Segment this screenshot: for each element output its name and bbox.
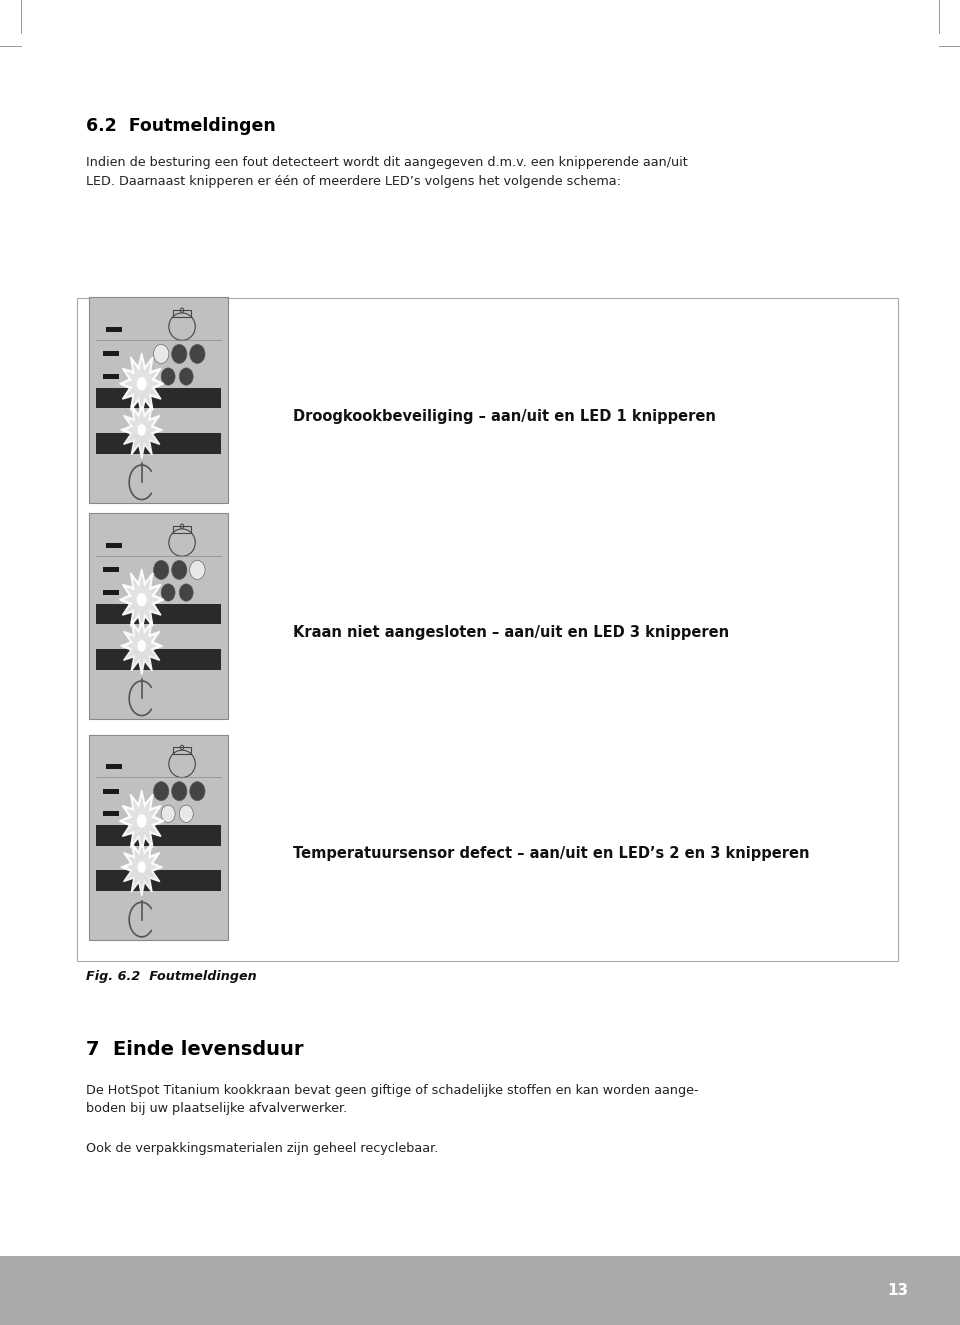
Text: Temperatuursensor defect – aan/uit en LED’s 2 en 3 knipperen: Temperatuursensor defect – aan/uit en LE… — [293, 847, 809, 861]
Ellipse shape — [180, 806, 193, 823]
Polygon shape — [121, 839, 162, 896]
Ellipse shape — [161, 368, 175, 386]
Ellipse shape — [137, 815, 147, 828]
Bar — [106, 543, 122, 547]
Bar — [103, 788, 119, 794]
Bar — [103, 351, 119, 356]
Bar — [89, 514, 228, 718]
Bar — [96, 649, 221, 669]
Ellipse shape — [137, 861, 146, 873]
Ellipse shape — [161, 806, 175, 823]
Ellipse shape — [190, 782, 205, 800]
Text: Droogkookbeveiliging – aan/uit en LED 1 knipperen: Droogkookbeveiliging – aan/uit en LED 1 … — [293, 409, 715, 424]
Ellipse shape — [137, 640, 146, 652]
Bar — [96, 604, 221, 624]
Text: Fig. 6.2  Foutmeldingen: Fig. 6.2 Foutmeldingen — [86, 970, 257, 983]
Polygon shape — [128, 848, 156, 886]
Ellipse shape — [161, 584, 175, 602]
Bar — [96, 388, 221, 408]
Text: De HotSpot Titanium kookkraan bevat geen giftige of schadelijke stoffen en kan w: De HotSpot Titanium kookkraan bevat geen… — [86, 1084, 699, 1116]
Bar — [173, 526, 191, 533]
Ellipse shape — [190, 560, 205, 579]
Ellipse shape — [137, 424, 146, 436]
Bar — [96, 433, 221, 453]
Polygon shape — [119, 352, 164, 415]
Polygon shape — [125, 798, 158, 844]
Bar — [173, 310, 191, 317]
Ellipse shape — [154, 560, 169, 579]
Polygon shape — [121, 401, 162, 458]
Bar — [173, 747, 191, 754]
Bar — [103, 567, 119, 572]
Ellipse shape — [137, 594, 147, 607]
Bar — [103, 811, 119, 816]
Bar — [103, 590, 119, 595]
Bar — [89, 734, 228, 941]
Ellipse shape — [180, 368, 193, 386]
Ellipse shape — [190, 344, 205, 363]
Text: 7  Einde levensduur: 7 Einde levensduur — [86, 1040, 304, 1059]
Ellipse shape — [137, 378, 147, 391]
Polygon shape — [125, 576, 158, 623]
Text: 6.2  Foutmeldingen: 6.2 Foutmeldingen — [86, 117, 276, 135]
Ellipse shape — [154, 782, 169, 800]
Bar — [77, 298, 898, 961]
Text: 13: 13 — [887, 1283, 908, 1298]
Text: Ook de verpakkingsmaterialen zijn geheel recyclebaar.: Ook de verpakkingsmaterialen zijn geheel… — [86, 1142, 439, 1155]
Bar — [0, 1256, 960, 1325]
Bar — [103, 374, 119, 379]
Polygon shape — [125, 360, 158, 407]
Ellipse shape — [180, 584, 193, 602]
Ellipse shape — [172, 344, 187, 363]
Bar — [96, 825, 221, 845]
Ellipse shape — [154, 344, 169, 363]
Text: Indien de besturing een fout detecteert wordt dit aangegeven d.m.v. een knippere: Indien de besturing een fout detecteert … — [86, 156, 688, 188]
Bar — [89, 298, 228, 504]
Bar — [106, 765, 122, 768]
Polygon shape — [128, 627, 156, 665]
Ellipse shape — [172, 560, 187, 579]
Bar — [106, 327, 122, 331]
Ellipse shape — [172, 782, 187, 800]
Polygon shape — [121, 617, 162, 674]
Polygon shape — [128, 411, 156, 449]
Polygon shape — [119, 790, 164, 852]
Text: Kraan niet aangesloten – aan/uit en LED 3 knipperen: Kraan niet aangesloten – aan/uit en LED … — [293, 625, 729, 640]
Bar — [96, 871, 221, 890]
Polygon shape — [119, 568, 164, 631]
